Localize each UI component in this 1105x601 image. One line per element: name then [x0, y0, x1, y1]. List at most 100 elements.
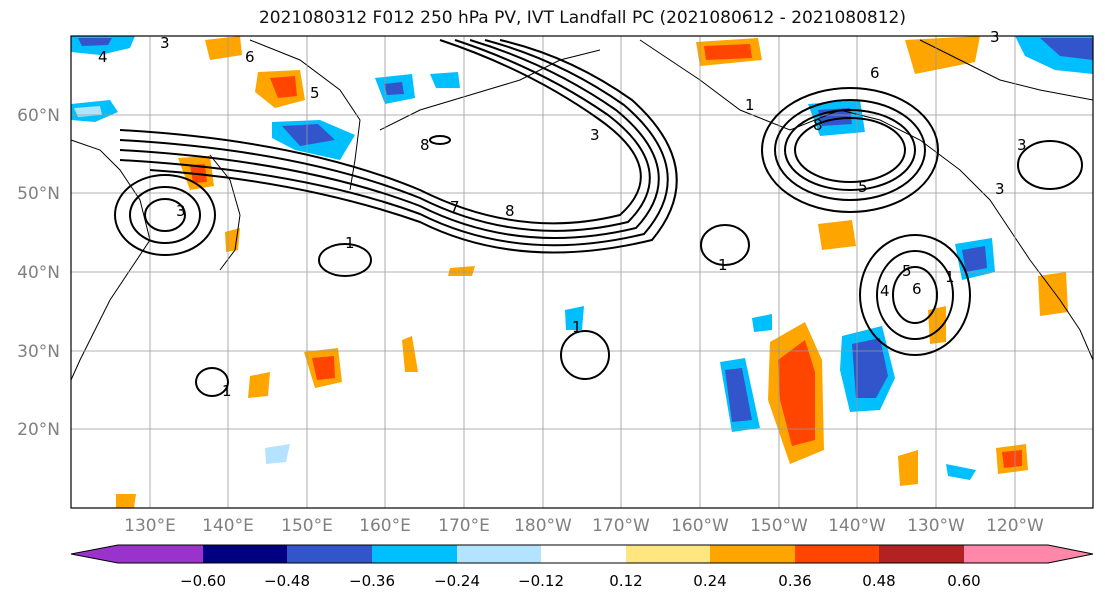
colorbar-bin — [372, 545, 457, 563]
contour-label: 5 — [902, 262, 912, 280]
lon-label: 140°E — [202, 516, 254, 536]
map-frame — [70, 35, 1094, 509]
contour-label: 7 — [450, 198, 460, 216]
map-plot: 3 4 6 5 1 8 7 8 3 3 1 1 8 6 3 5 1 1 6 5 … — [70, 28, 1094, 509]
negative-anomaly-area — [282, 124, 335, 146]
lon-label: 150°W — [750, 516, 808, 536]
colorbar-bin — [457, 545, 541, 563]
negative-anomaly-area — [430, 72, 460, 88]
contour-label: 1 — [718, 256, 728, 274]
contour-labels: 3 4 6 5 1 8 7 8 3 3 1 1 8 6 3 5 1 1 6 5 … — [98, 28, 1027, 400]
lon-label: 160°W — [671, 516, 729, 536]
colorbar-tick-label: 0.36 — [778, 572, 811, 590]
positive-anomaly-area — [270, 76, 297, 98]
colorbar-bin — [626, 545, 710, 563]
negative-anomaly-area — [946, 464, 976, 480]
colorbar-tick-label: −0.12 — [518, 572, 564, 590]
contour-label: 8 — [813, 116, 823, 134]
positive-anomaly-area — [312, 356, 335, 380]
negative-anomaly-area — [265, 444, 290, 464]
colorbar-tick-label: −0.36 — [349, 572, 395, 590]
chart-title: 2021080312 F012 250 hPa PV, IVT Landfall… — [258, 8, 906, 28]
colorbar-bin — [118, 545, 203, 563]
contour-label: 8 — [505, 202, 515, 220]
colorbar-tick-label: 0.24 — [693, 572, 726, 590]
contour-label: 5 — [310, 84, 320, 102]
colorbar-tick-label: 0.12 — [609, 572, 642, 590]
pv-shading — [71, 36, 1093, 508]
lat-label: 20°N — [17, 420, 60, 440]
colorbar-bin — [541, 545, 626, 563]
contour-label: 6 — [870, 64, 880, 82]
lat-label: 50°N — [17, 184, 60, 204]
positive-anomaly-area — [704, 44, 752, 60]
lon-label: 120°W — [986, 516, 1044, 536]
latitude-labels: 20°N 30°N 40°N 50°N 60°N — [17, 106, 60, 440]
lon-label: 130°E — [124, 516, 176, 536]
lat-label: 40°N — [17, 263, 60, 283]
colorbar-tick-label: 0.48 — [862, 572, 895, 590]
lon-label: 180°W — [514, 516, 572, 536]
colorbar-outline — [70, 544, 1094, 564]
colorbar — [70, 544, 1094, 564]
colorbar-bin — [879, 545, 964, 563]
negative-anomaly-area — [74, 106, 102, 117]
contour-label: 3 — [1017, 136, 1027, 154]
contour-label: 4 — [98, 48, 108, 66]
lon-label: 170°W — [592, 516, 650, 536]
contour-label: 6 — [245, 48, 255, 66]
colorbar-extend-high — [1048, 545, 1093, 563]
colorbar-tick-label: 0.60 — [947, 572, 980, 590]
negative-anomaly-area — [852, 338, 888, 398]
negative-anomaly-area — [962, 246, 987, 272]
contour-label: 3 — [176, 202, 186, 220]
colorbar-tick-label: −0.48 — [264, 572, 310, 590]
lon-label: 150°E — [281, 516, 333, 536]
contour-label: 1 — [745, 96, 755, 114]
colorbar-tick-labels: −0.60 −0.48 −0.36 −0.24 −0.12 0.12 0.24 … — [180, 572, 981, 590]
negative-anomaly-area — [752, 314, 772, 332]
positive-anomaly-area — [448, 266, 475, 276]
lon-label: 140°W — [828, 516, 886, 536]
contour-label: 1 — [345, 234, 355, 252]
longitude-labels: 130°E 140°E 150°E 160°E 170°E 180°W 170°… — [124, 516, 1044, 536]
contour-label: 3 — [995, 180, 1005, 198]
negative-anomaly-area — [725, 368, 752, 422]
contour-label: 1 — [572, 318, 582, 336]
colorbar-bin — [203, 545, 287, 563]
positive-anomaly-area — [225, 228, 240, 252]
positive-anomaly-area — [818, 220, 856, 250]
positive-anomaly-area — [898, 450, 918, 486]
contour-label: 4 — [880, 282, 890, 300]
colorbar-tick-label: −0.24 — [434, 572, 480, 590]
colorbar-tick-label: −0.60 — [180, 572, 226, 590]
colorbar-extend-low — [71, 545, 118, 563]
contour-label: 3 — [590, 126, 600, 144]
colorbar-bin — [964, 545, 1048, 563]
colorbar-bin — [287, 545, 372, 563]
negative-anomaly-area — [565, 306, 584, 330]
positive-anomaly-area — [248, 372, 270, 398]
colorbar-bin — [795, 545, 879, 563]
lon-label: 170°E — [438, 516, 490, 536]
positive-anomaly-area — [1038, 272, 1068, 316]
lon-label: 160°E — [359, 516, 411, 536]
negative-anomaly-area — [1040, 38, 1093, 60]
lat-label: 60°N — [17, 106, 60, 126]
ivt-contours — [114, 39, 1083, 397]
positive-anomaly-area — [402, 336, 418, 372]
contour-label: 3 — [160, 34, 170, 52]
positive-anomaly-area — [205, 36, 242, 60]
positive-anomaly-area — [778, 340, 815, 446]
lat-label: 30°N — [17, 342, 60, 362]
positive-anomaly-area — [116, 494, 136, 508]
lon-label: 130°W — [907, 516, 965, 536]
contour-label: 6 — [912, 280, 922, 298]
contour-label: 3 — [990, 28, 1000, 46]
negative-anomaly-area — [78, 38, 112, 46]
coastlines — [70, 39, 1094, 381]
colorbar-bin — [710, 545, 795, 563]
contour-label: 8 — [420, 136, 430, 154]
positive-anomaly-area — [905, 36, 980, 74]
